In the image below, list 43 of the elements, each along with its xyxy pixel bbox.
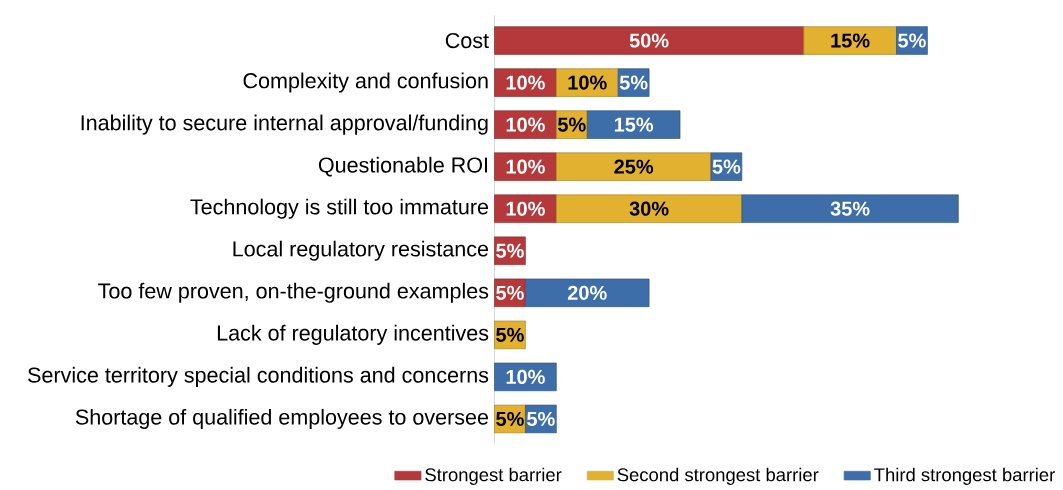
data-label: 5% bbox=[496, 243, 524, 258]
data-label: 10% bbox=[506, 201, 545, 216]
data-label: 10% bbox=[506, 75, 545, 90]
bar bbox=[741, 194, 959, 223]
data-label: 15% bbox=[831, 33, 870, 48]
bar bbox=[525, 278, 650, 307]
y-tick-label: Lack of regulatory incentives bbox=[217, 324, 489, 345]
y-tick-label: Service territory special conditions and concerns bbox=[28, 366, 489, 387]
bar bbox=[556, 152, 712, 181]
data-label: 5% bbox=[527, 411, 555, 426]
y-tick-label: Too few proven, on-the-ground examples bbox=[98, 282, 489, 303]
data-label: 5% bbox=[496, 327, 524, 342]
bar bbox=[556, 194, 743, 223]
bar bbox=[586, 110, 681, 139]
y-tick-label: Inability to secure internal approval/funding bbox=[81, 114, 488, 135]
data-label: 25% bbox=[614, 159, 654, 174]
data-label: 20% bbox=[567, 285, 607, 300]
y-tick-label: Complexity and confusion bbox=[243, 72, 488, 93]
y-tick-label: Shortage of qualified employees to oversee bbox=[75, 408, 489, 429]
data-label: 5% bbox=[496, 411, 524, 426]
data-label: 5% bbox=[496, 285, 524, 300]
bar bbox=[494, 26, 805, 55]
data-label: 30% bbox=[629, 201, 669, 216]
data-label: 15% bbox=[614, 117, 654, 132]
y-tick-label: Local regulatory resistance bbox=[233, 240, 489, 261]
y-tick-label: Cost bbox=[445, 32, 489, 49]
data-label: 35% bbox=[830, 201, 870, 216]
legend-label: Second strongest barrier bbox=[617, 467, 819, 485]
data-label: 10% bbox=[568, 75, 607, 90]
data-label: 5% bbox=[619, 75, 648, 90]
data-label: 10% bbox=[506, 117, 545, 132]
data-label: 10% bbox=[506, 159, 545, 174]
data-label: 10% bbox=[506, 369, 545, 384]
y-tick-label: Technology is still too immature bbox=[190, 198, 489, 219]
data-label: 50% bbox=[629, 33, 669, 48]
bar bbox=[494, 362, 557, 392]
data-label: 5% bbox=[712, 159, 741, 174]
bar bbox=[803, 26, 897, 55]
legend-label: Third strongest barrier bbox=[874, 467, 1055, 485]
legend-label: Strongest barrier bbox=[425, 467, 562, 485]
data-label: 5% bbox=[557, 117, 586, 132]
y-tick-label: Questionable ROI bbox=[318, 156, 488, 177]
data-label: 5% bbox=[898, 33, 926, 48]
